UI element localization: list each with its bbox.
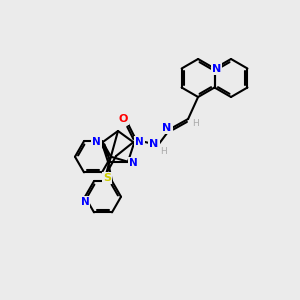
Text: N: N <box>129 158 137 168</box>
Text: N: N <box>135 137 143 147</box>
Text: H: H <box>160 146 167 155</box>
Text: N: N <box>149 139 159 149</box>
Text: N: N <box>81 197 89 207</box>
Text: N: N <box>92 137 101 147</box>
Text: N: N <box>163 123 172 133</box>
Text: S: S <box>103 173 111 183</box>
Text: N: N <box>212 64 221 74</box>
Text: H: H <box>192 118 199 127</box>
Text: O: O <box>118 114 128 124</box>
